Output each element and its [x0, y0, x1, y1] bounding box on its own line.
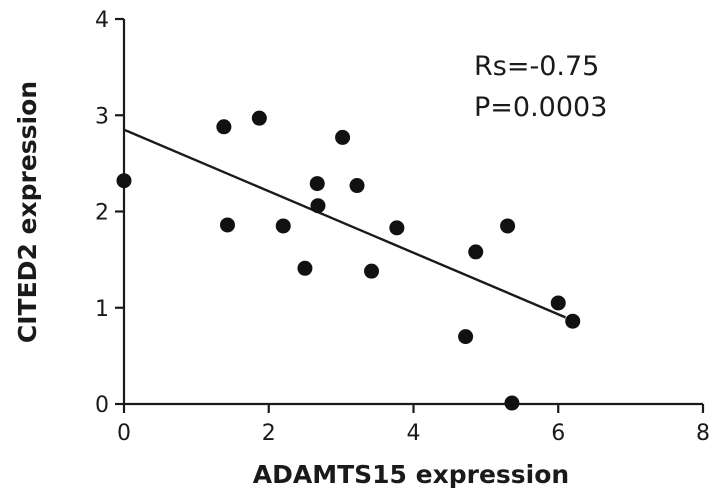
x-tick-label: 6: [551, 421, 565, 446]
data-point: [349, 178, 365, 194]
regression-line: [123, 128, 566, 319]
x-tick-label: 2: [262, 421, 276, 446]
data-point: [335, 129, 351, 145]
x-tick-label: 0: [117, 421, 131, 446]
data-point: [297, 260, 313, 276]
data-point: [310, 198, 326, 214]
data-point: [468, 244, 484, 260]
y-tick-label: 4: [95, 8, 109, 33]
y-axis-title: CITED2 expression: [13, 81, 42, 343]
correlation-label: Rs=-0.75: [474, 51, 599, 82]
data-point: [458, 329, 474, 345]
data-point: [275, 218, 291, 234]
x-tick-label: 8: [696, 421, 710, 446]
x-tick-label: 4: [407, 421, 421, 446]
data-point: [219, 217, 235, 233]
data-point: [364, 263, 380, 279]
axes: [122, 19, 703, 406]
y-tick-label: 2: [95, 201, 109, 226]
y-tick-label: 3: [95, 104, 109, 129]
data-point: [389, 220, 405, 236]
data-point: [504, 395, 520, 411]
p-value-label: P=0.0003: [474, 92, 607, 123]
data-point: [116, 173, 132, 189]
x-ticks: 0 2 4 6 8: [117, 404, 710, 446]
data-point: [309, 176, 325, 192]
y-tick-label: 0: [95, 393, 109, 418]
x-axis-title: ADAMTS15 expression: [253, 460, 569, 489]
data-points: [116, 110, 581, 411]
y-tick-label: 1: [95, 297, 109, 322]
data-point: [550, 295, 566, 311]
data-point: [251, 110, 267, 126]
data-point: [565, 313, 581, 329]
y-ticks: 0 1 2 3 4: [95, 8, 124, 418]
data-point: [500, 218, 516, 234]
data-point: [216, 119, 232, 135]
